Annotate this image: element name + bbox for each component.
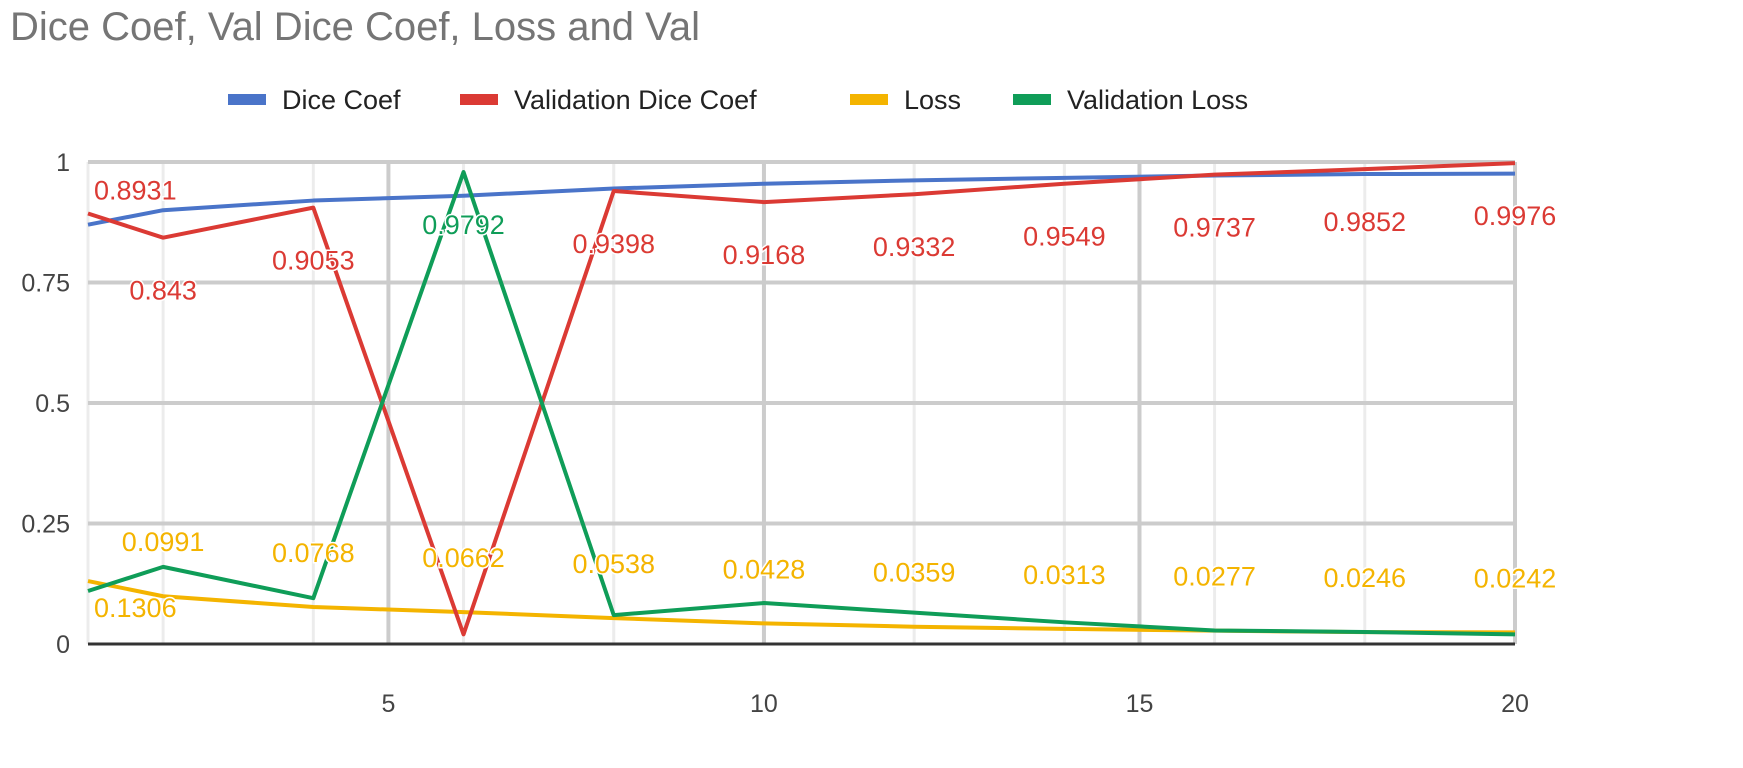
data-label: 0.8931 [94,176,177,206]
y-tick-label: 0.75 [21,270,70,298]
series-line-validation-dice-coef [87,161,1516,637]
data-label: 0.0428 [723,554,806,584]
legend-item[interactable]: Validation Loss [1013,85,1248,115]
data-label: 0.9549 [1023,222,1106,252]
y-tick-label: 0.5 [35,390,70,418]
x-tick-label: 5 [381,690,395,718]
data-label: 0.9398 [572,229,655,259]
data-label: 0.9976 [1474,201,1557,231]
legend-label: Validation Dice Coef [514,85,757,115]
legend-swatch [228,94,266,105]
grid [86,160,1517,644]
series-line-dice-coef [87,171,1516,227]
legend-item[interactable]: Dice Coef [228,85,401,115]
series-line-validation-loss [87,170,1516,637]
x-tick-label: 10 [750,690,778,718]
data-label: 0.9792 [422,210,505,240]
data-label: 0.9332 [873,232,956,262]
x-tick-label: 20 [1501,690,1529,718]
series-lines [87,161,1516,637]
data-label: 0.0538 [572,549,655,579]
chart-title: Dice Coef, Val Dice Coef, Loss and Val [10,5,700,49]
y-tick-label: 0 [56,631,70,659]
data-label: 0.0359 [873,558,956,588]
y-tick-label: 0.25 [21,511,70,539]
legend-label: Dice Coef [282,85,401,115]
legend-label: Loss [904,85,961,115]
y-tick-label: 1 [56,149,70,177]
data-label: 0.0991 [122,527,205,557]
data-label: 0.9852 [1323,207,1406,237]
data-label: 0.9053 [272,246,355,276]
data-label: 0.0277 [1173,562,1256,592]
data-label: 0.0662 [422,543,505,573]
legend-label: Validation Loss [1067,85,1248,115]
data-label: 0.9168 [723,240,806,270]
data-label: 0.0242 [1474,563,1557,593]
legend-swatch [1013,94,1051,105]
data-label: 0.0768 [272,538,355,568]
legend-swatch [460,94,498,105]
legend-swatch [850,94,888,105]
data-label: 0.0246 [1323,563,1406,593]
data-label: 0.0313 [1023,560,1106,590]
data-labels: 0.8931 0.843 0.9053 0.9398 0.9168 0.9332 0.954… [93,174,1558,625]
legend-item[interactable]: Loss [850,85,961,115]
data-label: 0.9737 [1173,213,1256,243]
x-tick-label: 15 [1126,690,1154,718]
data-label: 0.1306 [94,593,177,623]
data-label: 0.843 [129,276,197,306]
legend: Dice Coef Validation Dice Coef Loss Validat… [228,85,1248,115]
legend-item[interactable]: Validation Dice Coef [460,85,757,115]
